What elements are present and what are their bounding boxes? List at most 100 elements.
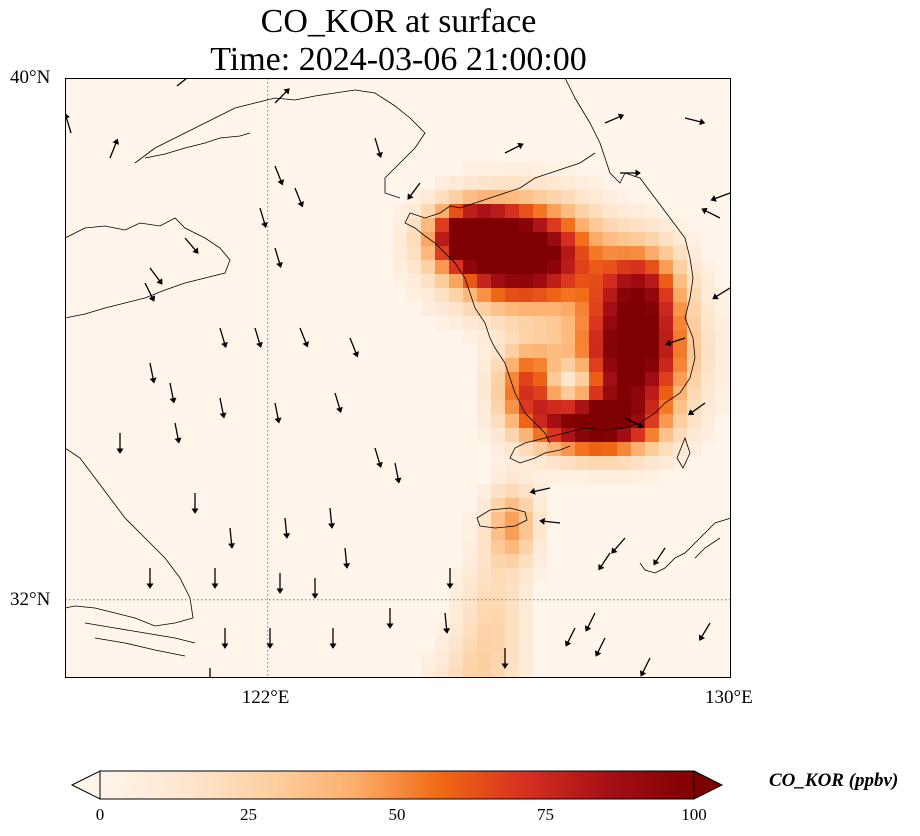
concentration-cell (547, 190, 561, 204)
concentration-cell (519, 316, 533, 330)
concentration-cell (631, 456, 645, 470)
concentration-cell (533, 470, 547, 484)
concentration-cell (519, 358, 533, 372)
concentration-cell (407, 218, 421, 232)
wind-arrow (446, 568, 454, 589)
concentration-cell (505, 526, 519, 540)
concentration-cell (435, 204, 449, 218)
concentration-cell (715, 372, 729, 386)
concentration-cell (603, 218, 617, 232)
concentration-cell (407, 232, 421, 246)
concentration-cell (589, 358, 603, 372)
concentration-cell (715, 302, 729, 316)
wind-arrow (274, 165, 285, 186)
concentration-cell (631, 386, 645, 400)
concentration-cell (533, 456, 547, 470)
wind-arrow (174, 422, 182, 444)
concentration-cell (589, 232, 603, 246)
concentration-cell (491, 162, 505, 176)
concentration-cell (533, 316, 547, 330)
concentration-cell (519, 330, 533, 344)
concentration-cell (533, 540, 547, 554)
concentration-cell (533, 400, 547, 414)
concentration-cell (477, 302, 491, 316)
colorbar-tick-label: 50 (388, 805, 406, 824)
concentration-cell (519, 414, 533, 428)
concentration-cell (533, 554, 547, 568)
concentration-cell (491, 554, 505, 568)
concentration-cell (477, 204, 491, 218)
concentration-cell (449, 652, 463, 666)
concentration-cell (421, 190, 435, 204)
wind-arrow (594, 637, 606, 657)
colorbar-label: CO_KOR (ppbv) (769, 770, 899, 791)
concentration-cell (547, 428, 561, 442)
concentration-cell (533, 288, 547, 302)
concentration-cell (645, 442, 659, 456)
concentration-cell (407, 190, 421, 204)
concentration-cell (617, 442, 631, 456)
concentration-cell (505, 624, 519, 638)
concentration-cell (617, 456, 631, 470)
concentration-cell (561, 232, 575, 246)
concentration-cell (715, 316, 729, 330)
wind-arrow (274, 88, 290, 104)
concentration-cell (715, 330, 729, 344)
concentration-cell (435, 176, 449, 190)
concentration-cell (701, 414, 715, 428)
concentration-cell (659, 358, 673, 372)
concentration-cell (505, 372, 519, 386)
concentration-cell (575, 456, 589, 470)
concentration-cell (477, 568, 491, 582)
concentration-cell (673, 274, 687, 288)
concentration-cell (631, 218, 645, 232)
concentration-cell (715, 400, 729, 414)
concentration-cell (477, 624, 491, 638)
concentration-cell (617, 372, 631, 386)
concentration-cell (505, 666, 519, 678)
concentration-cell (547, 442, 561, 456)
wind-arrow (109, 138, 120, 159)
concentration-cell (477, 414, 491, 428)
concentration-cell (673, 218, 687, 232)
concentration-cell (505, 344, 519, 358)
concentration-cell (589, 176, 603, 190)
concentration-cell (659, 288, 673, 302)
concentration-cell (519, 624, 533, 638)
concentration-cell (575, 232, 589, 246)
concentration-cell (505, 218, 519, 232)
concentration-cell (645, 344, 659, 358)
wind-arrow (598, 552, 611, 571)
concentration-cell (603, 344, 617, 358)
concentration-cell (603, 470, 617, 484)
wind-arrow (116, 433, 124, 454)
concentration-cell (617, 302, 631, 316)
wind-arrow (604, 113, 625, 124)
concentration-cell (505, 400, 519, 414)
concentration-cell (631, 302, 645, 316)
concentration-cell (533, 260, 547, 274)
concentration-cell (547, 232, 561, 246)
concentration-cell (603, 442, 617, 456)
concentration-cell (463, 554, 477, 568)
concentration-cell (463, 526, 477, 540)
concentration-cell (547, 218, 561, 232)
concentration-cell (547, 302, 561, 316)
wind-arrow (407, 182, 421, 200)
concentration-cell (505, 540, 519, 554)
concentration-cell (477, 666, 491, 678)
concentration-cell (505, 176, 519, 190)
concentration-cell (477, 162, 491, 176)
concentration-cell (659, 274, 673, 288)
concentration-cell (673, 288, 687, 302)
concentration-cell (603, 190, 617, 204)
concentration-cell (561, 260, 575, 274)
concentration-cell (491, 204, 505, 218)
concentration-cell (421, 260, 435, 274)
concentration-cell (687, 414, 701, 428)
concentration-cell (561, 316, 575, 330)
concentration-cell (659, 400, 673, 414)
concentration-cell (561, 372, 575, 386)
wind-arrow (209, 668, 211, 678)
concentration-cell (687, 316, 701, 330)
